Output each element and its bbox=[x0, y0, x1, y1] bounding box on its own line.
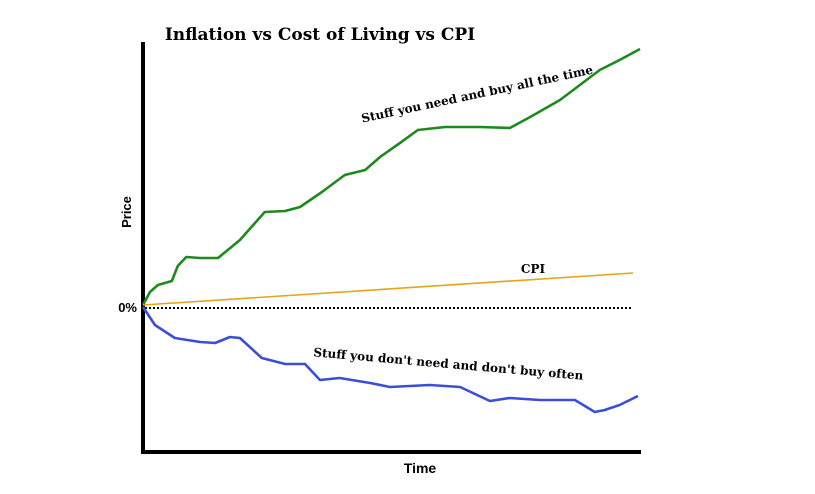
series-label-blue: Stuff you don't need and don't buy often bbox=[313, 345, 584, 383]
chart-title: Inflation vs Cost of Living vs CPI bbox=[165, 25, 475, 45]
series-need-line bbox=[141, 47, 641, 306]
series-label-cpi: CPI bbox=[521, 262, 546, 276]
y-tick-zero: 0% bbox=[118, 300, 137, 315]
x-axis-label: Time bbox=[404, 460, 437, 476]
series-cpi-line bbox=[142, 272, 634, 306]
y-axis-label: Price bbox=[119, 196, 134, 228]
series-dont-need-line bbox=[141, 306, 639, 414]
series-label-green: Stuff you need and buy all the time bbox=[360, 63, 594, 126]
